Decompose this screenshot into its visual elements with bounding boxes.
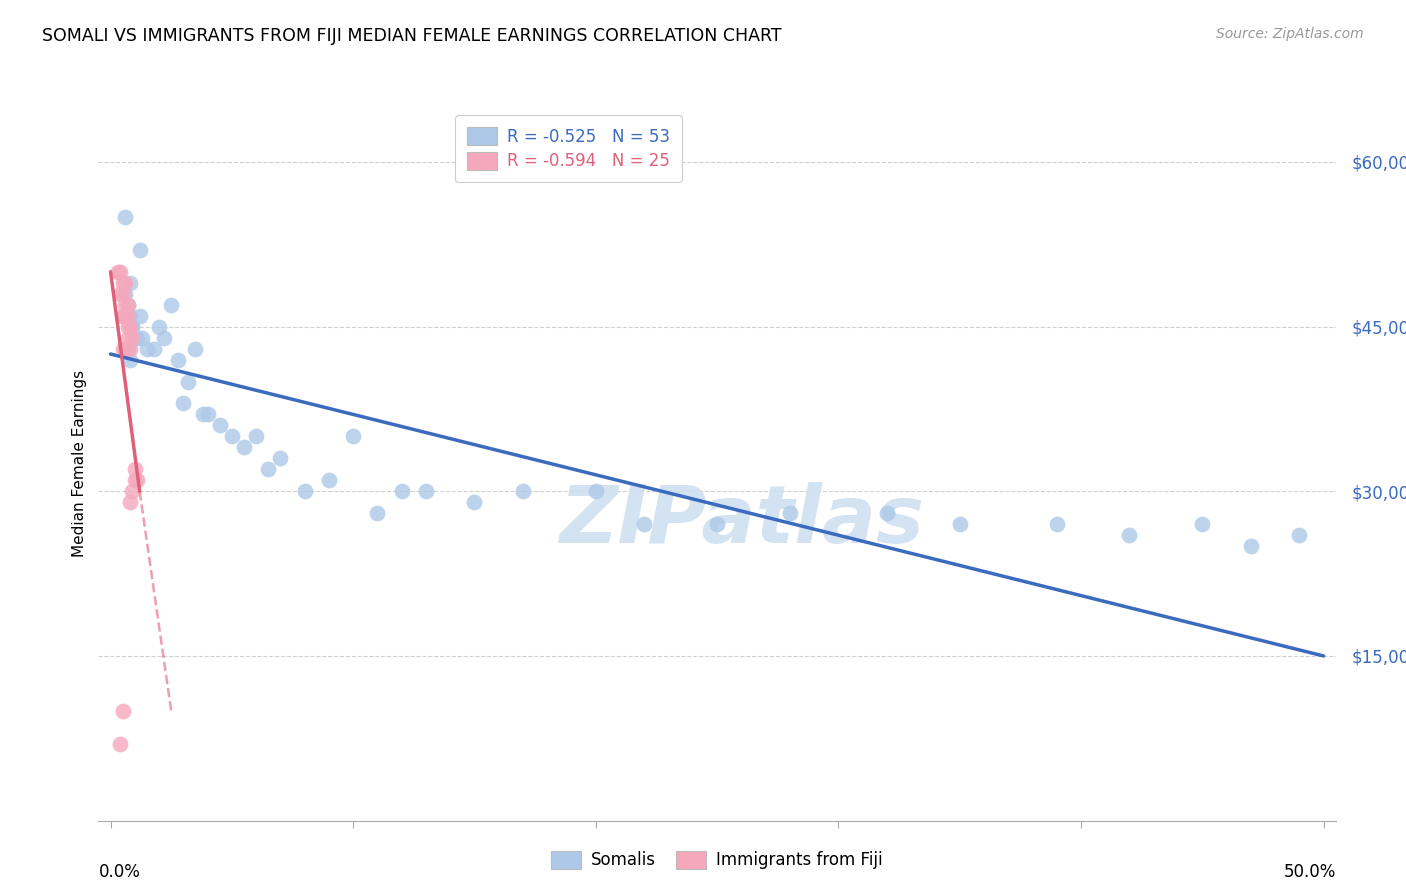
Point [114, 309, 136, 323]
Point [118, 309, 141, 323]
Point [257, 462, 280, 476]
Y-axis label: Median Female Earnings: Median Female Earnings [72, 370, 87, 558]
Point [111, 276, 134, 290]
Point [128, 243, 150, 257]
Point [117, 342, 139, 356]
Point [1046, 517, 1069, 532]
Point [633, 517, 655, 532]
Point [1288, 528, 1310, 542]
Point [184, 342, 207, 356]
Point [114, 210, 136, 224]
Point [136, 342, 159, 356]
Point [245, 429, 267, 443]
Point [512, 484, 534, 499]
Legend: R = -0.525   N = 53, R = -0.594   N = 25: R = -0.525 N = 53, R = -0.594 N = 25 [456, 115, 682, 182]
Point [117, 319, 139, 334]
Text: 50.0%: 50.0% [1284, 863, 1336, 881]
Point [191, 408, 214, 422]
Point [233, 441, 256, 455]
Point [124, 330, 146, 344]
Point [949, 517, 972, 532]
Point [197, 408, 219, 422]
Point [111, 309, 134, 323]
Point [110, 265, 132, 279]
Point [127, 330, 149, 344]
Point [167, 352, 190, 367]
Point [143, 342, 166, 356]
Point [391, 484, 413, 499]
Point [318, 473, 340, 487]
Point [124, 462, 146, 476]
Point [118, 276, 141, 290]
Point [117, 298, 139, 312]
Point [124, 330, 146, 344]
Point [148, 319, 170, 334]
Point [107, 265, 129, 279]
Point [342, 429, 364, 443]
Point [172, 396, 194, 410]
Point [117, 309, 139, 323]
Point [111, 704, 134, 718]
Point [585, 484, 607, 499]
Point [114, 276, 136, 290]
Text: SOMALI VS IMMIGRANTS FROM FIJI MEDIAN FEMALE EARNINGS CORRELATION CHART: SOMALI VS IMMIGRANTS FROM FIJI MEDIAN FE… [42, 27, 782, 45]
Point [1191, 517, 1213, 532]
Point [160, 298, 183, 312]
Point [366, 506, 388, 520]
Point [131, 330, 153, 344]
Point [117, 298, 139, 312]
Point [117, 330, 139, 344]
Point [1118, 528, 1140, 542]
Point [121, 484, 143, 499]
Point [118, 495, 141, 509]
Point [114, 298, 136, 312]
Point [124, 473, 146, 487]
Point [114, 286, 136, 301]
Point [121, 319, 143, 334]
Point [118, 319, 141, 334]
Point [415, 484, 437, 499]
Point [118, 352, 141, 367]
Point [876, 506, 898, 520]
Point [269, 451, 291, 466]
Point [114, 342, 136, 356]
Point [118, 342, 141, 356]
Point [110, 286, 132, 301]
Point [111, 342, 134, 356]
Text: ZIPatlas: ZIPatlas [560, 482, 924, 560]
Point [294, 484, 316, 499]
Point [111, 286, 134, 301]
Point [221, 429, 243, 443]
Point [153, 330, 176, 344]
Point [110, 737, 132, 751]
Text: 0.0%: 0.0% [98, 863, 141, 881]
Point [128, 309, 150, 323]
Point [127, 473, 149, 487]
Point [114, 342, 136, 356]
Point [706, 517, 728, 532]
Legend: Somalis, Immigrants from Fiji: Somalis, Immigrants from Fiji [541, 840, 893, 880]
Point [1240, 539, 1263, 553]
Point [177, 375, 200, 389]
Point [121, 319, 143, 334]
Point [208, 418, 231, 433]
Text: Source: ZipAtlas.com: Source: ZipAtlas.com [1216, 27, 1364, 41]
Point [111, 309, 134, 323]
Point [779, 506, 801, 520]
Point [121, 330, 143, 344]
Point [463, 495, 485, 509]
